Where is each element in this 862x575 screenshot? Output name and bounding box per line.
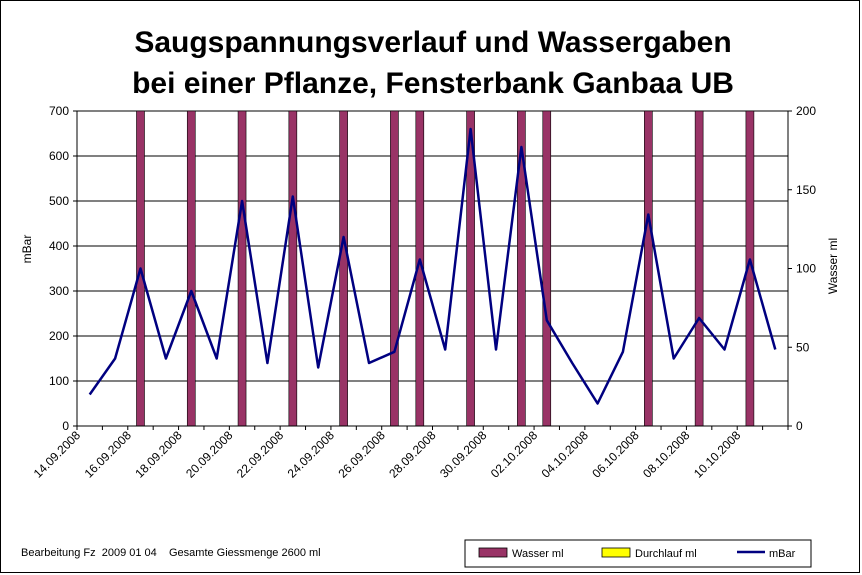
y-tick-label: 200 [49,329,69,343]
legend-label-mbar: mBar [769,548,796,560]
x-tick-label: 16.09.2008 [82,428,135,481]
x-tick-label: 26.09.2008 [335,428,388,481]
footer-note: Bearbeitung Fz 2009 01 04 Gesamte Giessm… [21,547,321,559]
legend-box [464,539,812,568]
y-tick-label: 700 [49,104,69,118]
chart-title-line-1: Saugspannungsverlauf und Wassergaben [134,26,731,59]
y2-tick-label: 50 [796,340,810,354]
legend-label-wasser: Wasser ml [512,548,564,560]
legend-label-durchlauf: Durchlauf ml [635,548,697,560]
gridlines [77,110,788,427]
x-tick-label: 22.09.2008 [234,428,287,481]
y-axis-label: mBar [20,235,34,264]
left-axis-ticks: 0 100 200 300 400 500 600 700 [49,104,77,433]
y-tick-label: 0 [62,419,69,433]
y2-tick-label: 200 [796,104,816,118]
chart-title-line-2: bei einer Pflanze, Fensterbank Ganbaa UB [132,67,734,100]
axes [76,111,789,427]
x-tick-label: 06.10.2008 [589,428,642,481]
x-tick-label: 04.10.2008 [539,428,592,481]
bar-wasser [644,110,653,427]
y-tick-label: 500 [49,194,69,208]
x-axis-ticks: 14.09.200816.09.200818.09.200820.09.2008… [31,426,789,481]
bar-wasser [288,110,298,427]
y2-tick-label: 100 [796,262,816,276]
y2-tick-label: 0 [796,419,803,433]
bar-wasser [694,110,704,427]
y2-axis-label: Wasser ml [826,238,840,294]
legend: Wasser ml Durchlauf ml mBar [464,539,812,568]
right-axis-ticks: 0 50 100 150 200 [788,104,816,433]
y2-tick-label: 150 [796,183,816,197]
mbar-line [88,127,777,405]
legend-swatch-wasser [478,547,508,558]
bar-wasser [237,110,247,427]
bar-wasser [339,110,348,427]
y-tick-label: 400 [49,239,69,253]
x-tick-label: 14.09.2008 [31,428,84,481]
x-tick-label: 30.09.2008 [437,428,490,481]
x-tick-label: 02.10.2008 [488,428,541,481]
x-tick-label: 28.09.2008 [386,428,439,481]
bar-wasser [542,110,552,427]
legend-swatch-durchlauf [601,547,631,558]
x-tick-label: 08.10.2008 [640,428,693,481]
x-tick-label: 24.09.2008 [285,428,338,481]
x-tick-label: 10.10.2008 [691,428,744,481]
water-bars [136,110,755,427]
y-tick-label: 100 [49,374,69,388]
x-tick-label: 18.09.2008 [132,428,185,481]
bar-wasser [186,110,196,427]
mbar-line-layer [88,127,777,405]
y-tick-label: 300 [49,284,69,298]
x-tick-label: 20.09.2008 [183,428,236,481]
bar-wasser [390,110,399,427]
y-tick-label: 600 [49,149,69,163]
